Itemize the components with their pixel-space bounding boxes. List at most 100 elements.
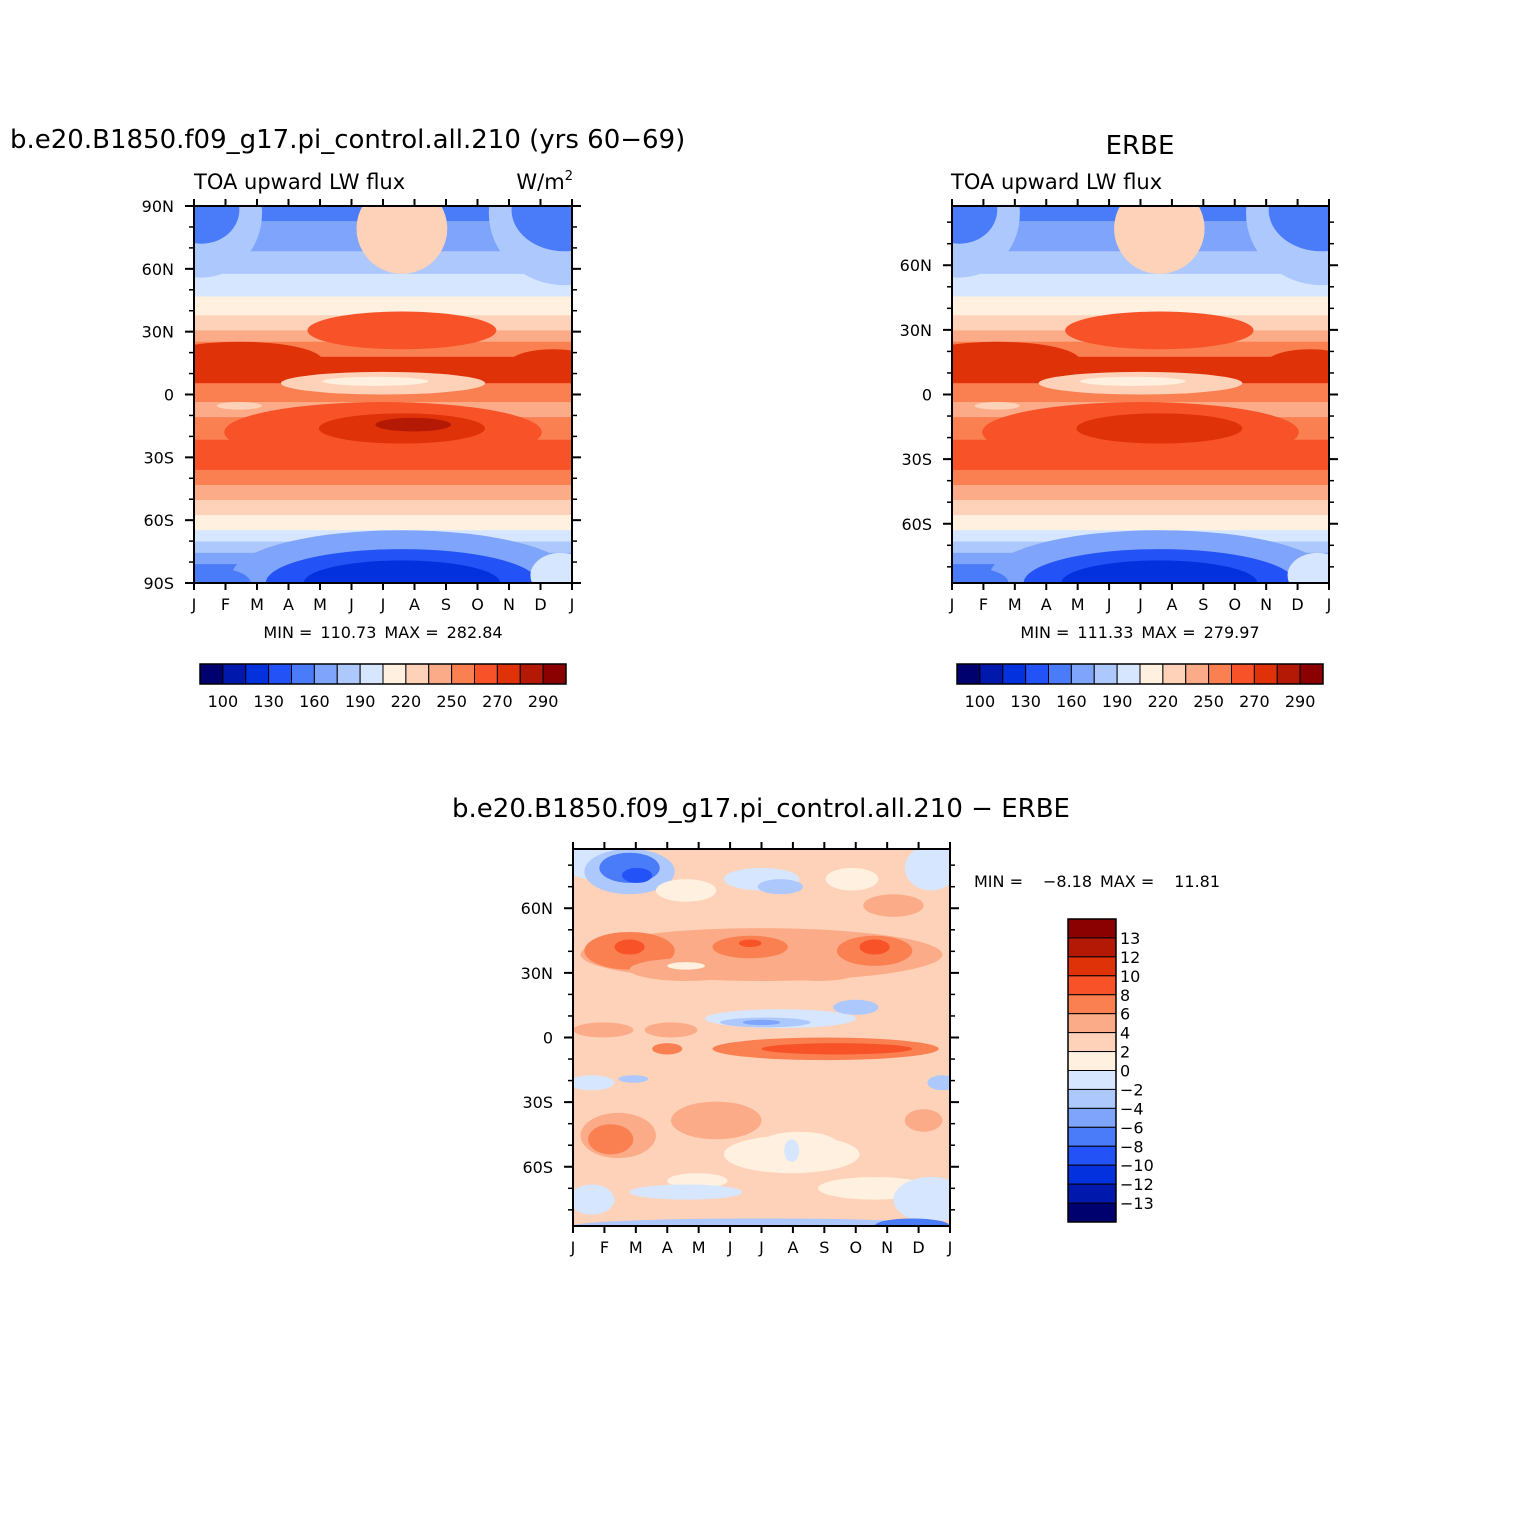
x-tick-label: S	[819, 1238, 829, 1257]
colorbar-label: 160	[299, 692, 330, 711]
contour-region	[655, 879, 717, 902]
contour-band	[952, 515, 1329, 531]
contour-region	[194, 341, 323, 380]
contour-region	[507, 349, 572, 380]
contour-region	[904, 849, 950, 891]
contour-region	[742, 1019, 781, 1026]
contour-band	[194, 484, 572, 501]
y-tick-label: 0	[543, 1029, 553, 1048]
contour-region	[194, 567, 251, 583]
x-tick-label: A	[1166, 595, 1177, 614]
colorbar-swatch	[428, 663, 453, 685]
colorbar-swatch	[1067, 918, 1117, 939]
colorbar-swatch	[1276, 663, 1301, 685]
colorbar-swatch	[1185, 663, 1210, 685]
colorbar-swatch	[1067, 1070, 1117, 1090]
x-tick-label: N	[1260, 595, 1272, 614]
colorbar-swatch	[1231, 663, 1255, 685]
colorbar-label: 100	[965, 692, 996, 711]
colorbar-swatch	[1093, 663, 1118, 685]
x-tick-label: D	[912, 1238, 924, 1257]
erbe-title: ERBE	[1106, 131, 1175, 161]
colorbar-swatch	[1067, 1202, 1117, 1223]
colorbar-swatch	[405, 663, 430, 685]
x-tick-label: J	[1137, 595, 1143, 614]
contour-region	[614, 939, 645, 955]
colorbar-swatch	[1067, 1126, 1117, 1147]
colorbar-swatch	[359, 663, 384, 685]
contour-region	[927, 1075, 950, 1091]
colorbar-swatch	[1067, 1164, 1117, 1185]
x-tick-label: J	[949, 595, 955, 614]
contour-region	[375, 417, 452, 432]
colorbar-label: 270	[482, 692, 513, 711]
colorbar-swatch	[1002, 663, 1027, 685]
colorbar-swatch	[956, 663, 981, 685]
contour-region	[1264, 349, 1329, 380]
model-panel: b.e20.B1850.f09_g17.pi_control.all.210 (…	[10, 125, 685, 711]
model-max-label: MAX =	[384, 623, 438, 642]
colorbar-label: 10	[1120, 967, 1140, 986]
contour-band	[952, 484, 1329, 501]
colorbar-swatch	[291, 663, 315, 685]
contour-region	[671, 1101, 762, 1140]
x-tick-label: O	[849, 1238, 862, 1257]
contour-band	[952, 296, 1329, 316]
colorbar-label: 12	[1120, 948, 1140, 967]
colorbar-swatch	[245, 663, 270, 685]
colorbar-swatch	[1025, 663, 1049, 685]
contour-region	[629, 958, 743, 981]
colorbar-swatch	[1067, 956, 1117, 977]
contour-region	[573, 1218, 950, 1226]
y-tick-label: 30S	[522, 1093, 553, 1112]
colorbar-swatch	[1299, 663, 1324, 685]
y-tick-label: 60S	[901, 515, 932, 534]
colorbar-label: −2	[1120, 1080, 1144, 1099]
colorbar-swatch	[222, 663, 247, 685]
colorbar-swatch	[1067, 1107, 1117, 1128]
contour-region	[1065, 311, 1254, 350]
y-tick-label: 60N	[521, 899, 553, 918]
colorbar-swatch	[451, 663, 475, 685]
colorbar-label: 190	[345, 692, 376, 711]
model-title: b.e20.B1850.f09_g17.pi_control.all.210 (…	[10, 125, 685, 155]
x-tick-label: A	[409, 595, 420, 614]
colorbar-label: 290	[528, 692, 559, 711]
x-tick-label: A	[787, 1238, 798, 1257]
colorbar-label: −6	[1120, 1118, 1144, 1137]
contour-region	[573, 1075, 615, 1091]
contour-region	[1287, 552, 1329, 583]
contour-region	[644, 1022, 698, 1038]
diff-min-value: −8.18	[1043, 872, 1092, 891]
x-tick-label: M	[1008, 595, 1022, 614]
contour-band	[952, 273, 1329, 297]
contour-region	[303, 560, 501, 583]
contour-region	[859, 939, 890, 955]
contour-region	[952, 206, 998, 244]
contour-region	[530, 552, 572, 583]
colorbar-swatch	[1067, 1145, 1117, 1166]
colorbar-label: 13	[1120, 929, 1140, 948]
y-tick-label: 90N	[142, 197, 174, 216]
x-tick-label: N	[503, 595, 515, 614]
x-tick-label: M	[692, 1238, 706, 1257]
colorbar-swatch	[1162, 663, 1187, 685]
colorbar-swatch	[519, 663, 544, 685]
contour-band	[952, 469, 1329, 486]
colorbar-swatch	[1067, 1183, 1117, 1204]
contour-region	[893, 1176, 950, 1223]
colorbar-swatch	[199, 663, 224, 685]
erbe-panel: ERBE TOA upward LW flux J F M A M J J A S O N D J60N…	[900, 131, 1338, 711]
y-tick-label: 30N	[521, 964, 553, 983]
x-tick-label: M	[313, 595, 327, 614]
model-units: W/m2	[516, 169, 573, 194]
colorbar-frame	[956, 663, 1324, 685]
colorbar-label: 130	[253, 692, 284, 711]
colorbar-swatch	[1253, 663, 1278, 685]
colorbar-swatch	[1067, 1088, 1117, 1109]
erbe-min-value: 111.33	[1077, 623, 1133, 642]
colorbar-frame	[1067, 918, 1117, 1223]
